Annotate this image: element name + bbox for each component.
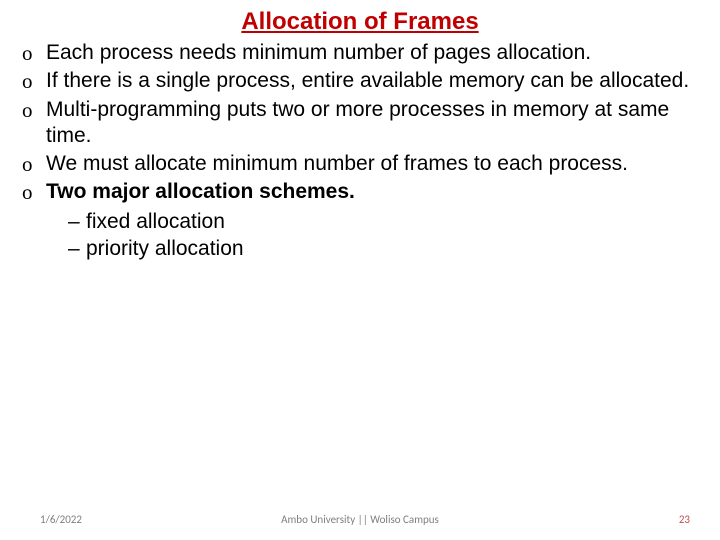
- sub-list-item: fixed allocation: [68, 208, 702, 235]
- bullet-text: Two major allocation schemes.: [46, 180, 355, 203]
- bullet-text: Each process needs minimum number of pag…: [46, 41, 591, 64]
- footer-page-number: 23: [679, 513, 690, 526]
- footer-center: Ambo University || Woliso Campus: [0, 513, 720, 526]
- bullet-text: If there is a single process, entire ava…: [46, 69, 689, 92]
- slide: Allocation of Frames Each process needs …: [0, 0, 720, 540]
- list-item: Two major allocation schemes. fixed allo…: [18, 179, 702, 262]
- slide-content: Each process needs minimum number of pag…: [18, 40, 702, 262]
- sub-bullet-text: priority allocation: [86, 237, 244, 260]
- bullet-list: Each process needs minimum number of pag…: [18, 40, 702, 262]
- sub-list: fixed allocation priority allocation: [46, 208, 702, 263]
- list-item: If there is a single process, entire ava…: [18, 68, 702, 94]
- list-item: We must allocate minimum number of frame…: [18, 151, 702, 177]
- slide-title: Allocation of Frames: [18, 8, 702, 36]
- sub-bullet-text: fixed allocation: [86, 210, 225, 233]
- bullet-text: Multi-programming puts two or more proce…: [46, 98, 669, 147]
- list-item: Multi-programming puts two or more proce…: [18, 97, 702, 150]
- list-item: Each process needs minimum number of pag…: [18, 40, 702, 66]
- sub-list-item: priority allocation: [68, 235, 702, 262]
- bullet-text: We must allocate minimum number of frame…: [46, 152, 628, 175]
